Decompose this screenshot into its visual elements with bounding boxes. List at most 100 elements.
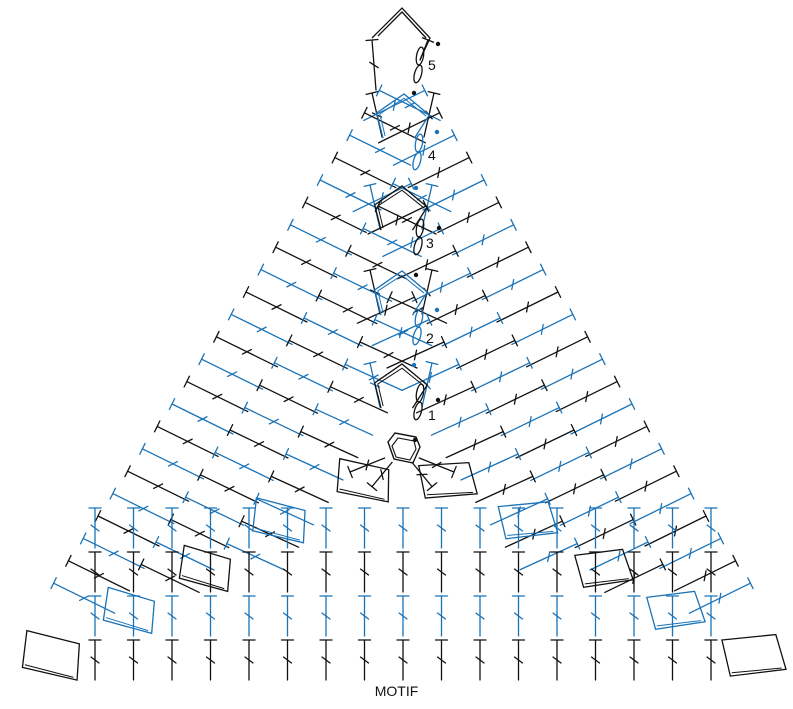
stitch-top-bar <box>356 335 364 349</box>
stitch-tick <box>513 568 524 576</box>
stitch-symbol <box>392 129 458 166</box>
stitch-symbol <box>50 577 116 614</box>
stitch-tick <box>197 416 208 422</box>
stitch-symbol <box>280 507 295 549</box>
stitch-top-bar <box>585 446 593 459</box>
stitch-tick <box>629 612 639 620</box>
stitch-symbol <box>473 551 487 593</box>
stitch-symbol <box>460 447 522 481</box>
stitch-tick <box>90 524 100 532</box>
chain-loop <box>415 218 425 238</box>
stitch-tick <box>321 568 331 576</box>
stitch-symbol <box>422 173 488 211</box>
stitch-tick <box>152 483 164 490</box>
stitch-symbol <box>688 577 754 614</box>
stitch-top-bar <box>137 558 145 571</box>
stitch-top-bar <box>702 509 710 523</box>
stitch-tick <box>513 524 524 532</box>
stitch-tick <box>224 485 235 492</box>
chain-loop <box>412 151 422 171</box>
stitch-tick <box>667 524 678 532</box>
stitch-tick <box>268 418 279 425</box>
chain-space-outline <box>21 629 81 681</box>
stitch-tick <box>436 656 447 664</box>
stitch-tick <box>552 656 562 664</box>
stitch-tick <box>108 550 119 557</box>
stitch-top-bar <box>659 558 667 571</box>
stitch-tick <box>469 326 473 338</box>
stitch-symbol <box>88 639 102 681</box>
stitch-symbol <box>704 551 718 593</box>
stitch-top-bar <box>747 577 754 590</box>
row-number-5: 5 <box>428 57 436 73</box>
chain-space <box>371 7 431 61</box>
stitch-symbol <box>485 379 548 414</box>
stitch-top-bar <box>673 465 680 478</box>
stitch-tick <box>502 483 507 495</box>
slip-stitch-dot <box>413 185 419 191</box>
stitch-symbol <box>359 222 422 258</box>
stitch-top-bar <box>223 537 230 550</box>
stitch-tick <box>321 656 331 664</box>
stitch-tick <box>451 189 456 201</box>
stitch-top-bar <box>238 515 245 528</box>
chain-loop <box>415 383 425 403</box>
stitch-tick <box>472 439 477 451</box>
stitch-symbol <box>627 595 641 637</box>
stitch-symbol <box>599 442 665 480</box>
chain-space-outline <box>721 633 787 677</box>
stitch-tick <box>90 612 100 620</box>
stitch-top-bar <box>467 267 474 280</box>
stitch-symbol <box>242 551 256 593</box>
chain-space-inner <box>584 578 629 585</box>
stitch-symbol <box>511 595 526 637</box>
slip-stitch-dot <box>434 307 440 313</box>
stitch-symbol <box>153 420 219 458</box>
stitch-top-bar <box>600 468 607 481</box>
stitch-tick <box>392 99 396 111</box>
stitch-tick <box>458 416 462 428</box>
stitch-tick <box>436 568 447 576</box>
stitch-tick <box>374 147 386 154</box>
chain-space-inner <box>105 617 149 632</box>
stitch-tick <box>283 396 294 403</box>
stitch-symbol <box>511 639 526 681</box>
stitch-top-bar <box>211 446 219 459</box>
stitch-top-bar <box>152 535 160 549</box>
stitch-tick <box>324 441 335 448</box>
stitch-tick <box>407 122 411 134</box>
stitch-top-bar <box>268 470 275 483</box>
stitch-tick <box>487 461 492 473</box>
stitch-tick <box>401 217 413 223</box>
stitch-tick <box>309 463 320 471</box>
row-number-layer: 1 2 3 4 5 <box>426 57 436 423</box>
stitch-tick <box>286 281 297 288</box>
stitch-symbol <box>629 487 695 525</box>
stitch-tick <box>315 236 327 243</box>
stitch-tick <box>481 234 485 246</box>
stitch-symbol <box>588 639 603 681</box>
stitch-symbol <box>704 595 718 637</box>
stitch-top-bar <box>312 403 319 416</box>
stitch-symbol <box>330 267 393 302</box>
stitch-tick <box>357 284 368 291</box>
stitch-top-bar <box>226 423 234 437</box>
stitch-tick <box>706 524 716 532</box>
slip-stitch-dot <box>435 41 441 47</box>
stitch-tick <box>552 612 562 620</box>
stitch-tick <box>532 528 536 540</box>
stitch-top-bar <box>470 380 477 393</box>
stitch-symbol <box>544 468 607 504</box>
stitch-top-bar <box>342 358 349 371</box>
stitch-top-bar <box>425 361 439 365</box>
stitch-symbol <box>165 595 179 637</box>
stitch-top-bar <box>425 183 439 187</box>
stitch-symbol <box>430 403 492 436</box>
stitch-tick <box>667 568 678 576</box>
stitch-symbol <box>704 507 718 549</box>
stitch-tick <box>282 612 293 620</box>
stitch-symbol <box>481 263 547 301</box>
stitch-symbol <box>665 507 680 549</box>
chain-space-outline <box>497 501 559 540</box>
stitch-symbol <box>515 423 578 459</box>
